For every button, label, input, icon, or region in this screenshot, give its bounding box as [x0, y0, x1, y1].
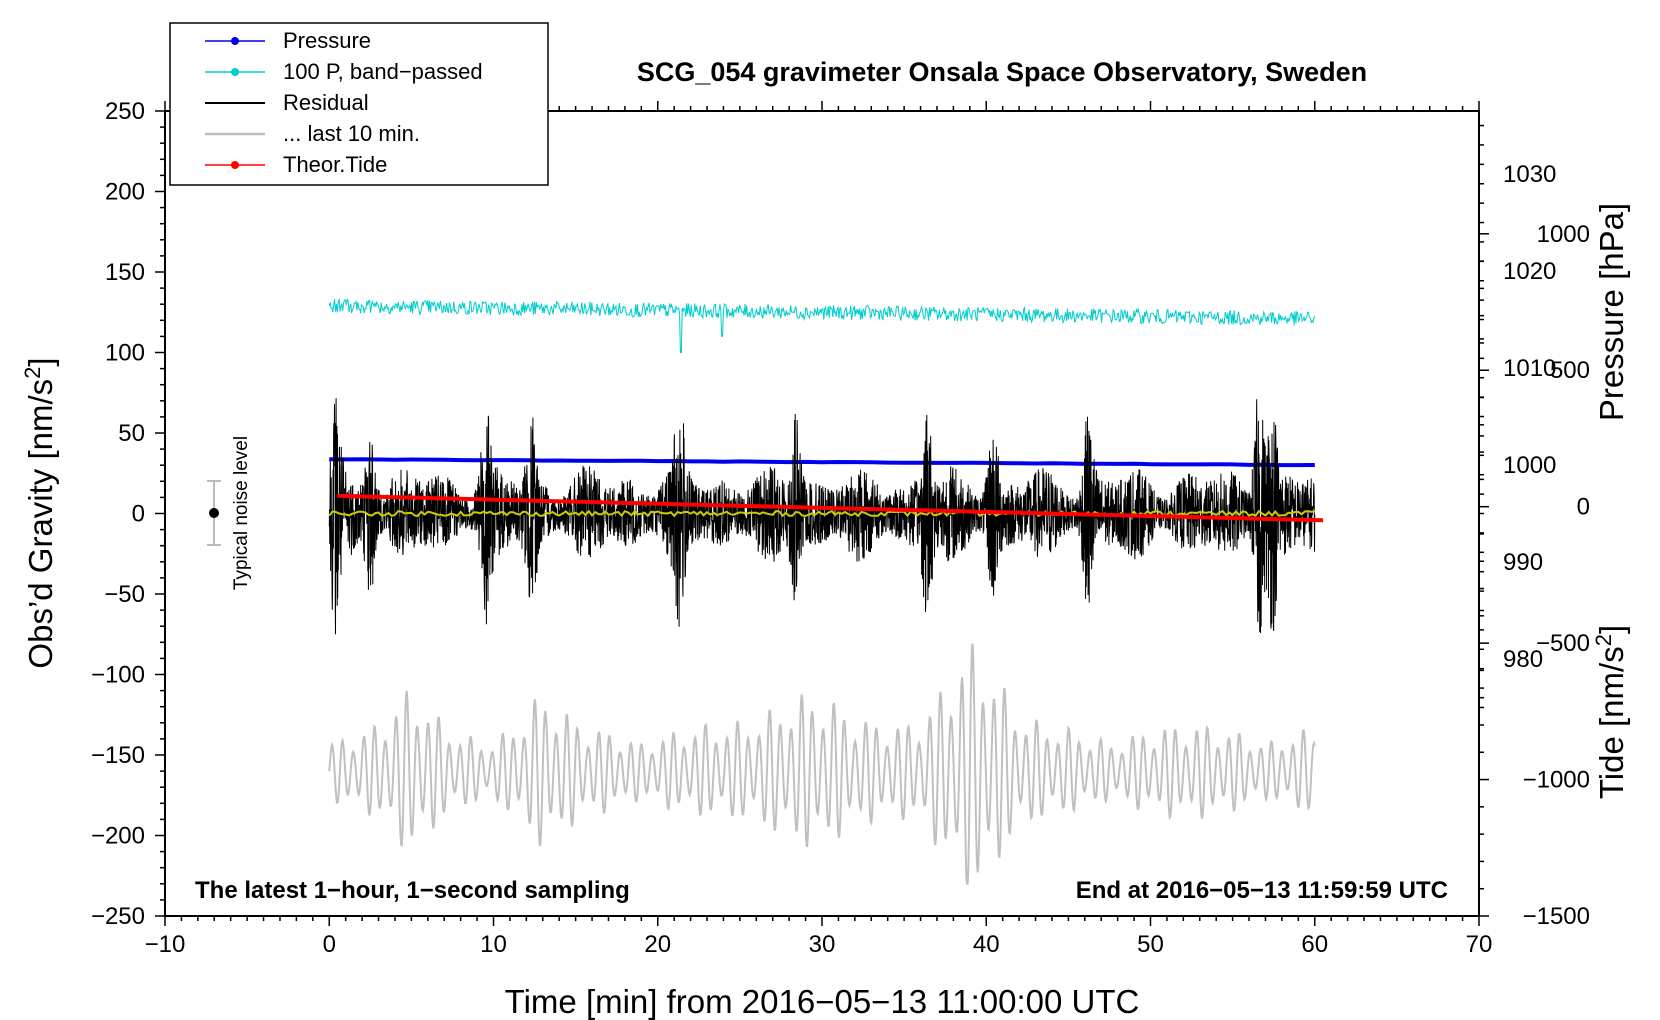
x-axis-title: Time [min] from 2016−05−13 11:00:00 UTC [505, 983, 1140, 1020]
y-axis-title-end: ] [22, 357, 59, 366]
y-tick-label: 100 [105, 340, 145, 367]
series-tide [337, 493, 1324, 523]
pressure-tick-label: 980 [1503, 646, 1543, 673]
legend-item-tide: Theor.Tide [205, 152, 387, 177]
legend-item-pressure: Pressure [205, 28, 371, 53]
tide-tick-label: −1500 [1523, 903, 1590, 930]
tide-line [337, 493, 1324, 523]
chart-title: SCG_054 gravimeter Onsala Space Observat… [637, 57, 1367, 87]
y-tick-label: −150 [91, 742, 145, 769]
last10-line [328, 643, 1316, 885]
x-tick-label: 0 [323, 931, 336, 958]
series-last10 [328, 643, 1316, 885]
y-axis-ticks: −250 −200 −150 −100 −50 0 50 100 150 200 250 [91, 98, 165, 930]
y-axis-title-sup: 2 [20, 367, 45, 379]
lowpass-line [328, 509, 1316, 518]
x-axis-ticks: −10 0 10 20 30 40 50 60 70 [145, 101, 1493, 958]
series-residual [328, 398, 1316, 635]
residual-line [328, 398, 1316, 635]
tide-axis-title-sup: 2 [1591, 634, 1616, 646]
x-tick-label: −10 [145, 931, 186, 958]
pressure-tick-label: 1030 [1503, 161, 1556, 188]
x-tick-label: 50 [1137, 931, 1164, 958]
x-tick-label: 20 [644, 931, 671, 958]
legend-label-residual: Residual [283, 90, 369, 115]
plot-frame [164, 110, 1480, 917]
tide-tick-label: −1000 [1523, 767, 1590, 794]
pressure-axis-title: Pressure [hPa] [1593, 203, 1630, 421]
tide-axis-title-end: ] [1593, 625, 1630, 634]
x-tick-label: 10 [480, 931, 507, 958]
x-tick-label: 40 [973, 931, 1000, 958]
legend-item-residual: Residual [205, 90, 369, 115]
pressure-tick-label: 1000 [1503, 452, 1556, 479]
pressure-tick-label: 1010 [1503, 355, 1556, 382]
legend-marker-pressure [231, 37, 239, 45]
series-lowpass [328, 509, 1316, 518]
x-tick-label: 30 [809, 931, 836, 958]
y-tick-label: −250 [91, 903, 145, 930]
y-tick-label: 0 [132, 501, 145, 528]
tide-tick-label: 1000 [1537, 221, 1590, 248]
y-tick-label: 250 [105, 98, 145, 125]
tide-tick-label: 500 [1550, 357, 1590, 384]
noise-level-indicator: Typical noise level [207, 436, 252, 590]
y-tick-label: −100 [91, 662, 145, 689]
y-tick-label: −200 [91, 823, 145, 850]
noise-label: Typical noise level [231, 436, 252, 590]
legend-label-tide: Theor.Tide [283, 152, 387, 177]
legend: Pressure 100 P, band−passed Residual ...… [169, 22, 549, 186]
y-tick-label: −50 [104, 581, 145, 608]
noise-dot [209, 508, 219, 518]
right-axis-ticks: 980 990 1000 1010 1020 1030 −1500 −1000 −500 0 500… [1479, 124, 1590, 930]
y-tick-label: 150 [105, 259, 145, 286]
bandpassed-line [328, 297, 1316, 353]
y-axis-title: Obs’d Gravity [nm/s2] [20, 357, 59, 668]
legend-label-bandpassed: 100 P, band−passed [283, 59, 483, 84]
legend-marker-bandpassed [231, 68, 239, 76]
series-bandpassed [328, 297, 1316, 353]
x-tick-label: 60 [1301, 931, 1328, 958]
series-pressure [329, 457, 1315, 468]
pressure-line [329, 457, 1315, 468]
legend-marker-tide [231, 161, 239, 169]
annotation-bottom-right: End at 2016−05−13 11:59:59 UTC [1076, 877, 1448, 904]
legend-label-pressure: Pressure [283, 28, 371, 53]
tide-tick-label: 0 [1577, 494, 1590, 521]
annotation-bottom-left: The latest 1−hour, 1−second sampling [195, 877, 630, 904]
y-axis-title-main: Obs’d Gravity [nm/s [22, 379, 59, 669]
tide-axis-title-main: Tide [nm/s [1593, 646, 1630, 799]
y-tick-label: 200 [105, 179, 145, 206]
tide-axis-title: Tide [nm/s2] [1591, 625, 1630, 799]
x-tick-label: 70 [1466, 931, 1493, 958]
legend-item-bandpassed: 100 P, band−passed [205, 59, 483, 84]
pressure-tick-label: 990 [1503, 549, 1543, 576]
tide-tick-label: −500 [1536, 630, 1590, 657]
legend-item-last10: ... last 10 min. [205, 121, 420, 146]
legend-label-last10: ... last 10 min. [283, 121, 420, 146]
pressure-tick-label: 1020 [1503, 258, 1556, 285]
y-tick-label: 50 [118, 420, 145, 447]
